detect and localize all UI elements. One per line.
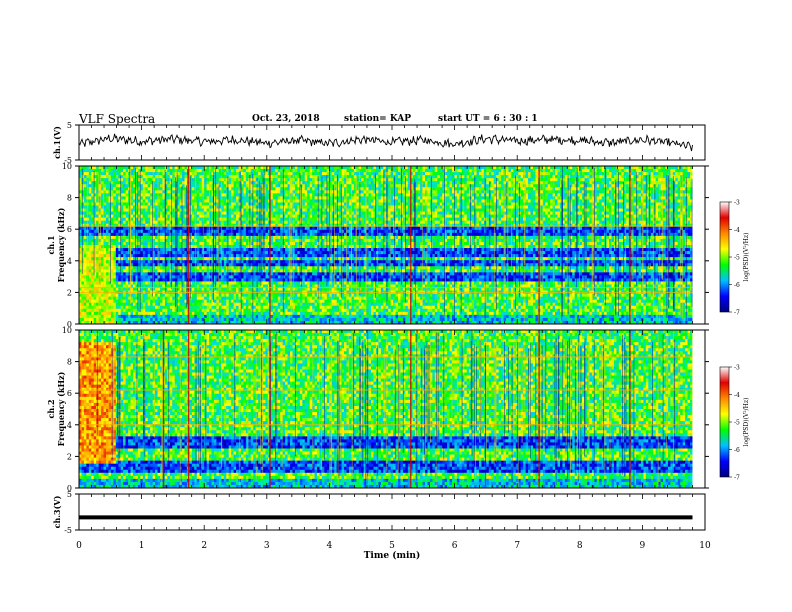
waveform-ylabel: ch.3(V) <box>52 495 62 528</box>
ytick-label: 5 <box>67 490 72 499</box>
colorbar-tick: -3 <box>734 365 740 372</box>
colorbar-gradient <box>720 367 729 477</box>
ytick-label: 2 <box>67 452 72 461</box>
colorbar-gradient <box>720 202 729 312</box>
ytick-label: 8 <box>67 194 72 203</box>
colorbar-tick: -7 <box>734 310 740 317</box>
waveform-ylabel: ch.1(V) <box>52 126 62 159</box>
ytick-label: 4 <box>67 421 72 430</box>
ytick-label: 4 <box>67 257 72 266</box>
ytick-label: 10 <box>62 162 72 171</box>
xtick-label: 0 <box>76 541 82 551</box>
colorbar-1: -3 -4 -5 -6 -7 log(PSD)(V²/Hz) <box>720 200 750 317</box>
colorbar-tick: -6 <box>734 282 740 289</box>
colorbar-tick: -5 <box>734 255 740 262</box>
xtick-label: 8 <box>577 541 583 551</box>
waveform-panel-1: 5-5ch.1(V) <box>52 121 705 165</box>
figure-title: VLF Spectra <box>79 112 155 126</box>
ytick-label: -5 <box>64 526 72 535</box>
spectrogram-ylabel: ch.1 <box>46 235 56 254</box>
ytick-label: 10 <box>62 326 72 335</box>
xtick-label: 1 <box>139 541 145 551</box>
ytick-label: 6 <box>67 389 72 398</box>
colorbar-2: -3 -4 -5 -6 -7 log(PSD)(V²/Hz) <box>720 365 750 482</box>
ytick-label: 8 <box>67 358 72 367</box>
colorbar-tick: -7 <box>734 475 740 482</box>
xtick-label: 6 <box>452 541 458 551</box>
ytick-label: 5 <box>67 121 72 130</box>
xtick-label: 3 <box>264 541 270 551</box>
spectrogram-ylabel: ch.2 <box>46 399 56 418</box>
x-axis-label: Time (min) <box>364 550 421 561</box>
xtick-label: 7 <box>514 541 520 551</box>
colorbar-label: log(PSD)(V²/Hz) <box>743 233 750 282</box>
colorbar-tick: -3 <box>734 200 740 207</box>
xtick-label: 9 <box>640 541 646 551</box>
station-label: station= KAP <box>344 114 411 124</box>
xtick-label: 4 <box>327 541 333 551</box>
xtick-label: 5 <box>389 541 395 551</box>
waveform-frame-3 <box>79 494 705 530</box>
colorbar-tick: -4 <box>734 227 740 234</box>
ytick-label: 2 <box>67 288 72 297</box>
xtick-label: 10 <box>699 541 711 551</box>
waveform-panel-3: 5 -5ch.3(V) <box>52 490 705 535</box>
spectrogram-ylabel: Frequency (kHz) <box>56 371 66 446</box>
xtick-label: 2 <box>201 541 207 551</box>
date-label: Oct. 23, 2018 <box>252 114 320 124</box>
colorbar-tick: -6 <box>734 447 740 454</box>
spectrogram-ylabel: Frequency (kHz) <box>56 207 66 282</box>
colorbar-tick: -5 <box>734 420 740 427</box>
start-time-label: start UT = 6 : 30 : 1 <box>438 114 538 124</box>
ytick-label: 6 <box>67 225 72 234</box>
colorbar-label: log(PSD)(V²/Hz) <box>743 398 750 447</box>
colorbar-tick: -4 <box>734 392 740 399</box>
